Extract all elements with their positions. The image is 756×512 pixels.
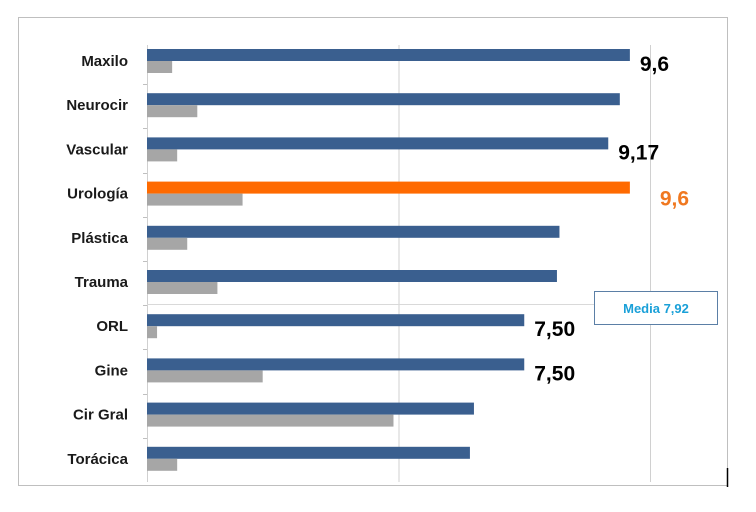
data-label-3: 7,50 — [534, 318, 575, 341]
data-label-1: 9,17 — [618, 141, 659, 164]
bar-secondary-5 — [147, 282, 218, 294]
bar-secondary-8 — [147, 414, 394, 427]
bar-primary-3 — [147, 181, 630, 194]
mean-annotation: Media 7,92 — [594, 291, 718, 325]
bar-primary-4 — [147, 225, 560, 238]
bar-secondary-1 — [147, 105, 198, 118]
data-label-2: 9,6 — [660, 188, 689, 211]
category-label-0: Maxilo — [81, 53, 128, 70]
bar-primary-1 — [147, 93, 620, 106]
data-label-0: 9,6 — [640, 53, 669, 76]
bar-secondary-7 — [147, 370, 263, 383]
bar-primary-9 — [147, 446, 470, 459]
bar-primary-0 — [147, 49, 630, 61]
category-labels: Maxilo Neurocir Vascular Urología Plástica Tr… — [66, 53, 128, 468]
bar-primary-7 — [147, 358, 525, 371]
category-label-4: Plástica — [71, 230, 128, 247]
category-label-9: Torácica — [67, 451, 128, 468]
bar-primary-2 — [147, 137, 609, 150]
bar-secondary-3 — [147, 193, 243, 206]
category-label-5: Trauma — [75, 274, 129, 291]
bar-secondary-9 — [147, 458, 178, 471]
category-label-6: ORL — [96, 318, 128, 335]
bar-primary-8 — [147, 402, 474, 415]
data-labels: 9,6 9,17 9,6 7,50 7,50 — [534, 53, 689, 385]
bar-secondary-2 — [147, 149, 178, 162]
bar-secondary-0 — [147, 61, 173, 73]
category-label-7: Gine — [95, 362, 128, 379]
bars — [147, 49, 630, 471]
category-label-8: Cir Gral — [73, 407, 128, 424]
bar-primary-5 — [147, 270, 557, 282]
data-label-4: 7,50 — [534, 362, 575, 385]
category-label-2: Vascular — [66, 141, 128, 158]
bar-secondary-6 — [147, 326, 158, 339]
category-label-3: Urología — [67, 186, 128, 203]
row-separators — [143, 84, 594, 439]
category-label-1: Neurocir — [66, 97, 128, 114]
bar-primary-6 — [147, 314, 525, 327]
bar-secondary-4 — [147, 237, 188, 250]
